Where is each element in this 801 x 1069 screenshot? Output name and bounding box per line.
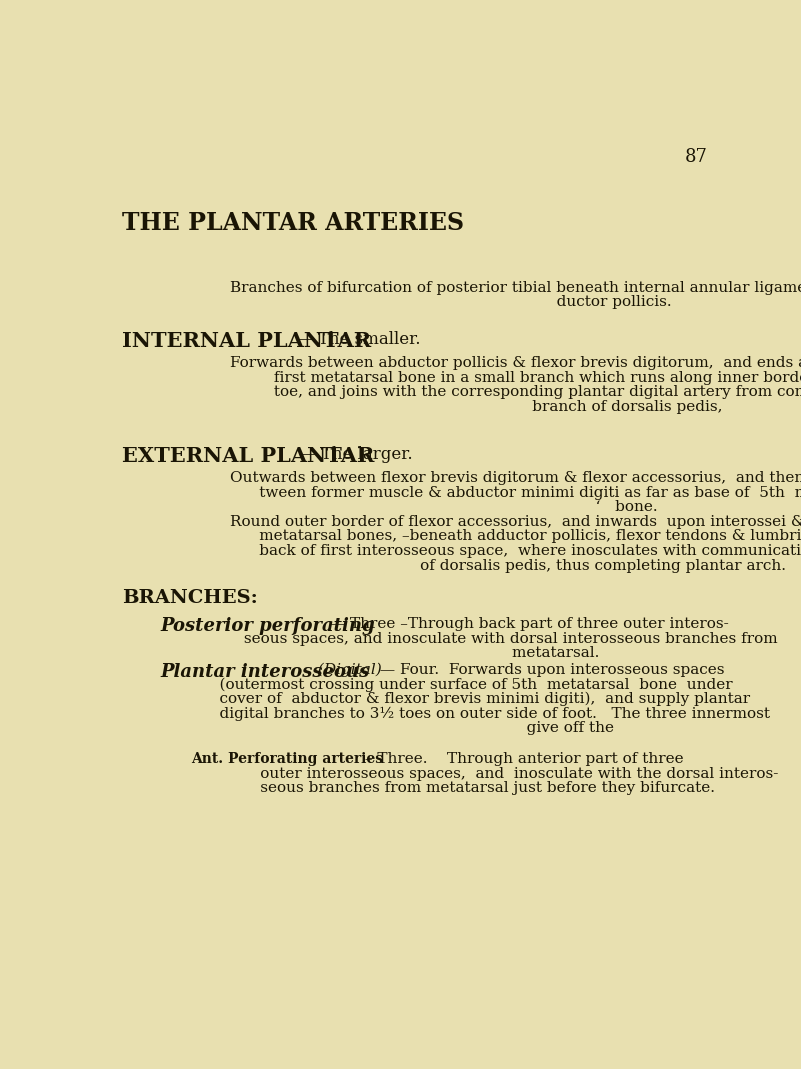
- Text: toe, and joins with the corresponding plantar digital artery from communicating: toe, and joins with the corresponding pl…: [231, 386, 801, 400]
- Text: (Digital): (Digital): [313, 663, 382, 677]
- Text: Plantar interosseous: Plantar interosseous: [160, 663, 370, 681]
- Text: Forwards between abductor pollicis & flexor brevis digitorum,  and ends at extre: Forwards between abductor pollicis & fle…: [231, 356, 801, 370]
- Text: outer interosseous spaces,  and  inosculate with the dorsal interos-: outer interosseous spaces, and inosculat…: [191, 766, 778, 780]
- Text: seous spaces, and inosculate with dorsal interosseous branches from: seous spaces, and inosculate with dorsal…: [160, 632, 777, 646]
- Text: — The larger.: — The larger.: [300, 446, 413, 463]
- Text: Branches of bifurcation of posterior tibial beneath internal annular ligament & : Branches of bifurcation of posterior tib…: [231, 281, 801, 295]
- Text: cover of  abductor & flexor brevis minimi digiti),  and supply plantar: cover of abductor & flexor brevis minimi…: [160, 692, 750, 707]
- Text: BRANCHES:: BRANCHES:: [122, 589, 258, 607]
- Text: EXTERNAL PLANTAR: EXTERNAL PLANTAR: [122, 446, 374, 465]
- Text: first metatarsal bone in a small branch which runs along inner border  of great: first metatarsal bone in a small branch …: [231, 371, 801, 385]
- Text: — Three –Through back part of three outer interos-: — Three –Through back part of three oute…: [325, 617, 729, 631]
- Text: ‘   bone.: ‘ bone.: [231, 500, 658, 514]
- Text: (outermost crossing under surface of 5th  metatarsal  bone  under: (outermost crossing under surface of 5th…: [160, 678, 732, 692]
- Text: give off the: give off the: [160, 722, 614, 735]
- Text: branch of dorsalis pedis,: branch of dorsalis pedis,: [231, 400, 723, 414]
- Text: THE PLANTAR ARTERIES: THE PLANTAR ARTERIES: [122, 212, 464, 235]
- Text: Posterior perforating: Posterior perforating: [160, 617, 375, 635]
- Text: Ant. Perforating arteries: Ant. Perforating arteries: [191, 752, 384, 766]
- Text: metatarsal bones, –beneath adductor pollicis, flexor tendons & lumbricales,– to: metatarsal bones, –beneath adductor poll…: [231, 529, 801, 543]
- Text: seous branches from metatarsal just before they bifurcate.: seous branches from metatarsal just befo…: [191, 781, 714, 795]
- Text: INTERNAL PLANTAR: INTERNAL PLANTAR: [122, 330, 371, 351]
- Text: — Four.  Forwards upon interosseous spaces: — Four. Forwards upon interosseous space…: [375, 663, 725, 677]
- Text: back of first interosseous space,  where inosculates with communicating branch: back of first interosseous space, where …: [231, 544, 801, 558]
- Text: Round outer border of flexor accessorius,  and inwards  upon interossei & bases : Round outer border of flexor accessorius…: [231, 515, 801, 529]
- Text: of dorsalis pedis, thus completing plantar arch.: of dorsalis pedis, thus completing plant…: [231, 559, 787, 573]
- Text: metatarsal.: metatarsal.: [160, 647, 599, 661]
- Text: – Three.    Through anterior part of three: – Three. Through anterior part of three: [360, 752, 683, 766]
- Text: ductor pollicis.: ductor pollicis.: [231, 295, 672, 309]
- Text: Outwards between flexor brevis digitorum & flexor accessorius,  and then forward: Outwards between flexor brevis digitorum…: [231, 471, 801, 485]
- Text: tween former muscle & abductor minimi digiti as far as base of  5th  metatarsal: tween former muscle & abductor minimi di…: [231, 485, 801, 499]
- Text: digital branches to 3½ toes on outer side of foot.   The three innermost: digital branches to 3½ toes on outer sid…: [160, 707, 770, 721]
- Text: — The smaller.: — The smaller.: [296, 330, 421, 347]
- Text: 87: 87: [685, 148, 708, 166]
